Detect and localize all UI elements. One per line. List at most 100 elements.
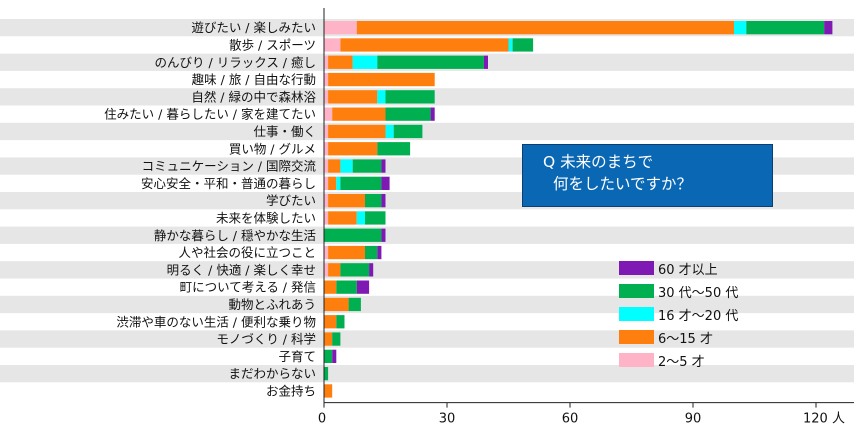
bar-segment [324,280,337,294]
bar-segment [324,21,357,35]
legend-swatch [619,330,654,344]
category-label: 散歩 / スポーツ [229,37,316,52]
bar-segment [328,142,378,156]
row-stripe [0,330,854,348]
legend-label: 60 才以上 [658,263,718,278]
bar-segment [332,332,341,346]
bar-segment [340,176,382,190]
bar-segment [328,194,365,208]
bar-segment [340,38,509,52]
bar-segment [385,124,394,139]
category-label: 明るく / 快適 / 楽しく幸せ [167,262,316,277]
category-label: 自然 / 緑の中で森林浴 [191,89,316,104]
bar-segment [324,297,349,312]
bar-segment [332,349,337,363]
bar-segment [336,176,341,190]
bar-segment [512,38,534,52]
bar-segment [369,263,374,277]
x-axis-ticks: 0 30 60 90 120 人 [318,402,845,426]
category-label: まだわからない [228,366,316,381]
bar-segment [328,159,341,173]
bar-segment [324,159,329,173]
category-label: 買い物 / グルメ [229,141,316,156]
bar-segment [734,21,747,35]
bar-segment [324,384,333,398]
bar-segment [328,90,378,104]
bar-segment [385,107,431,121]
bar-segment [324,349,333,363]
bar-segment [365,194,382,208]
bar-segment [328,263,341,277]
category-label: 住みたい / 暮らしたい / 家を建てたい [104,107,316,122]
category-label: 仕事・働く [253,124,316,139]
bar-segment [328,245,365,260]
category-label: 安心安全・平和・普通の暮らし [141,176,316,191]
category-label: のんびり / リラックス / 癒し [155,55,316,70]
category-label: 人や社会の役に立つこと [178,245,316,260]
bar-segment [365,245,378,260]
x-tick-label: 30 [439,412,456,426]
bar-segment [332,107,386,121]
legend-swatch [619,284,654,298]
bar-segment [385,90,435,104]
bar-segment [365,211,386,225]
bar-segment [328,124,386,139]
bar-segment [352,55,378,69]
x-tick-label: 0 [318,412,326,426]
bar-segment [324,55,329,69]
row-stripe [0,261,854,279]
legend-label: 16 才～20 代 [658,309,739,324]
row-stripe [0,226,854,244]
bar-segment [377,55,484,69]
legend-label: 30 代～50 代 [658,286,739,301]
question-line-2: 何をしたいですか？ [553,175,693,193]
bar-segment [328,55,353,69]
bar-segment [356,211,365,225]
bar-segment [824,21,833,35]
bar-segment [393,124,423,139]
bar-segment [324,332,333,346]
bar-segment [324,38,341,52]
x-tick-label: 90 [685,412,702,426]
bar-segment [340,263,370,277]
bar-segment [324,176,329,190]
category-label: 趣味 / 旅 / 自由な行動 [192,72,316,87]
bar-segment [336,315,345,329]
category-label: 動物とふれあう [228,297,316,312]
bar-segment [381,176,390,190]
bar-segment [324,228,382,242]
bar-segment [336,280,357,294]
bar-segment [324,263,329,277]
bar-segment [324,315,337,329]
legend-swatch [619,307,654,321]
bar-segment [324,194,329,208]
question-box: Q 未来のまちで 何をしたいですか？ [522,144,773,207]
question-line-1: Q 未来のまちで [543,153,654,171]
category-label: 子育て [278,349,316,364]
legend-swatch [619,261,654,275]
legend-swatch [619,353,654,367]
bar-segment [328,72,435,87]
bar-segment [348,297,361,312]
bar-segment [324,367,329,381]
x-tick-label: 60 [562,412,579,426]
category-label: 渋滞や車のない生活 / 便利な乗り物 [116,314,316,329]
legend-label: 6～15 才 [658,332,713,347]
bar-segment [377,90,386,104]
category-label: 静かな暮らし / 穏やかな生活 [154,228,316,243]
bar-segment [377,142,411,156]
category-label: お金持ち [266,383,316,398]
row-stripe [0,122,854,141]
bar-segment [356,21,734,35]
bar-segment [340,159,353,173]
bar-segment [324,142,329,156]
bar-segment [324,245,329,260]
bar-segment [483,55,488,69]
category-label: 町について考える / 発信 [180,280,316,295]
bar-segment [381,194,386,208]
category-label: コミュニケーション / 国際交流 [142,159,317,174]
bar-segment [381,159,386,173]
bar-segment [324,211,329,225]
bar-segment [352,159,382,173]
